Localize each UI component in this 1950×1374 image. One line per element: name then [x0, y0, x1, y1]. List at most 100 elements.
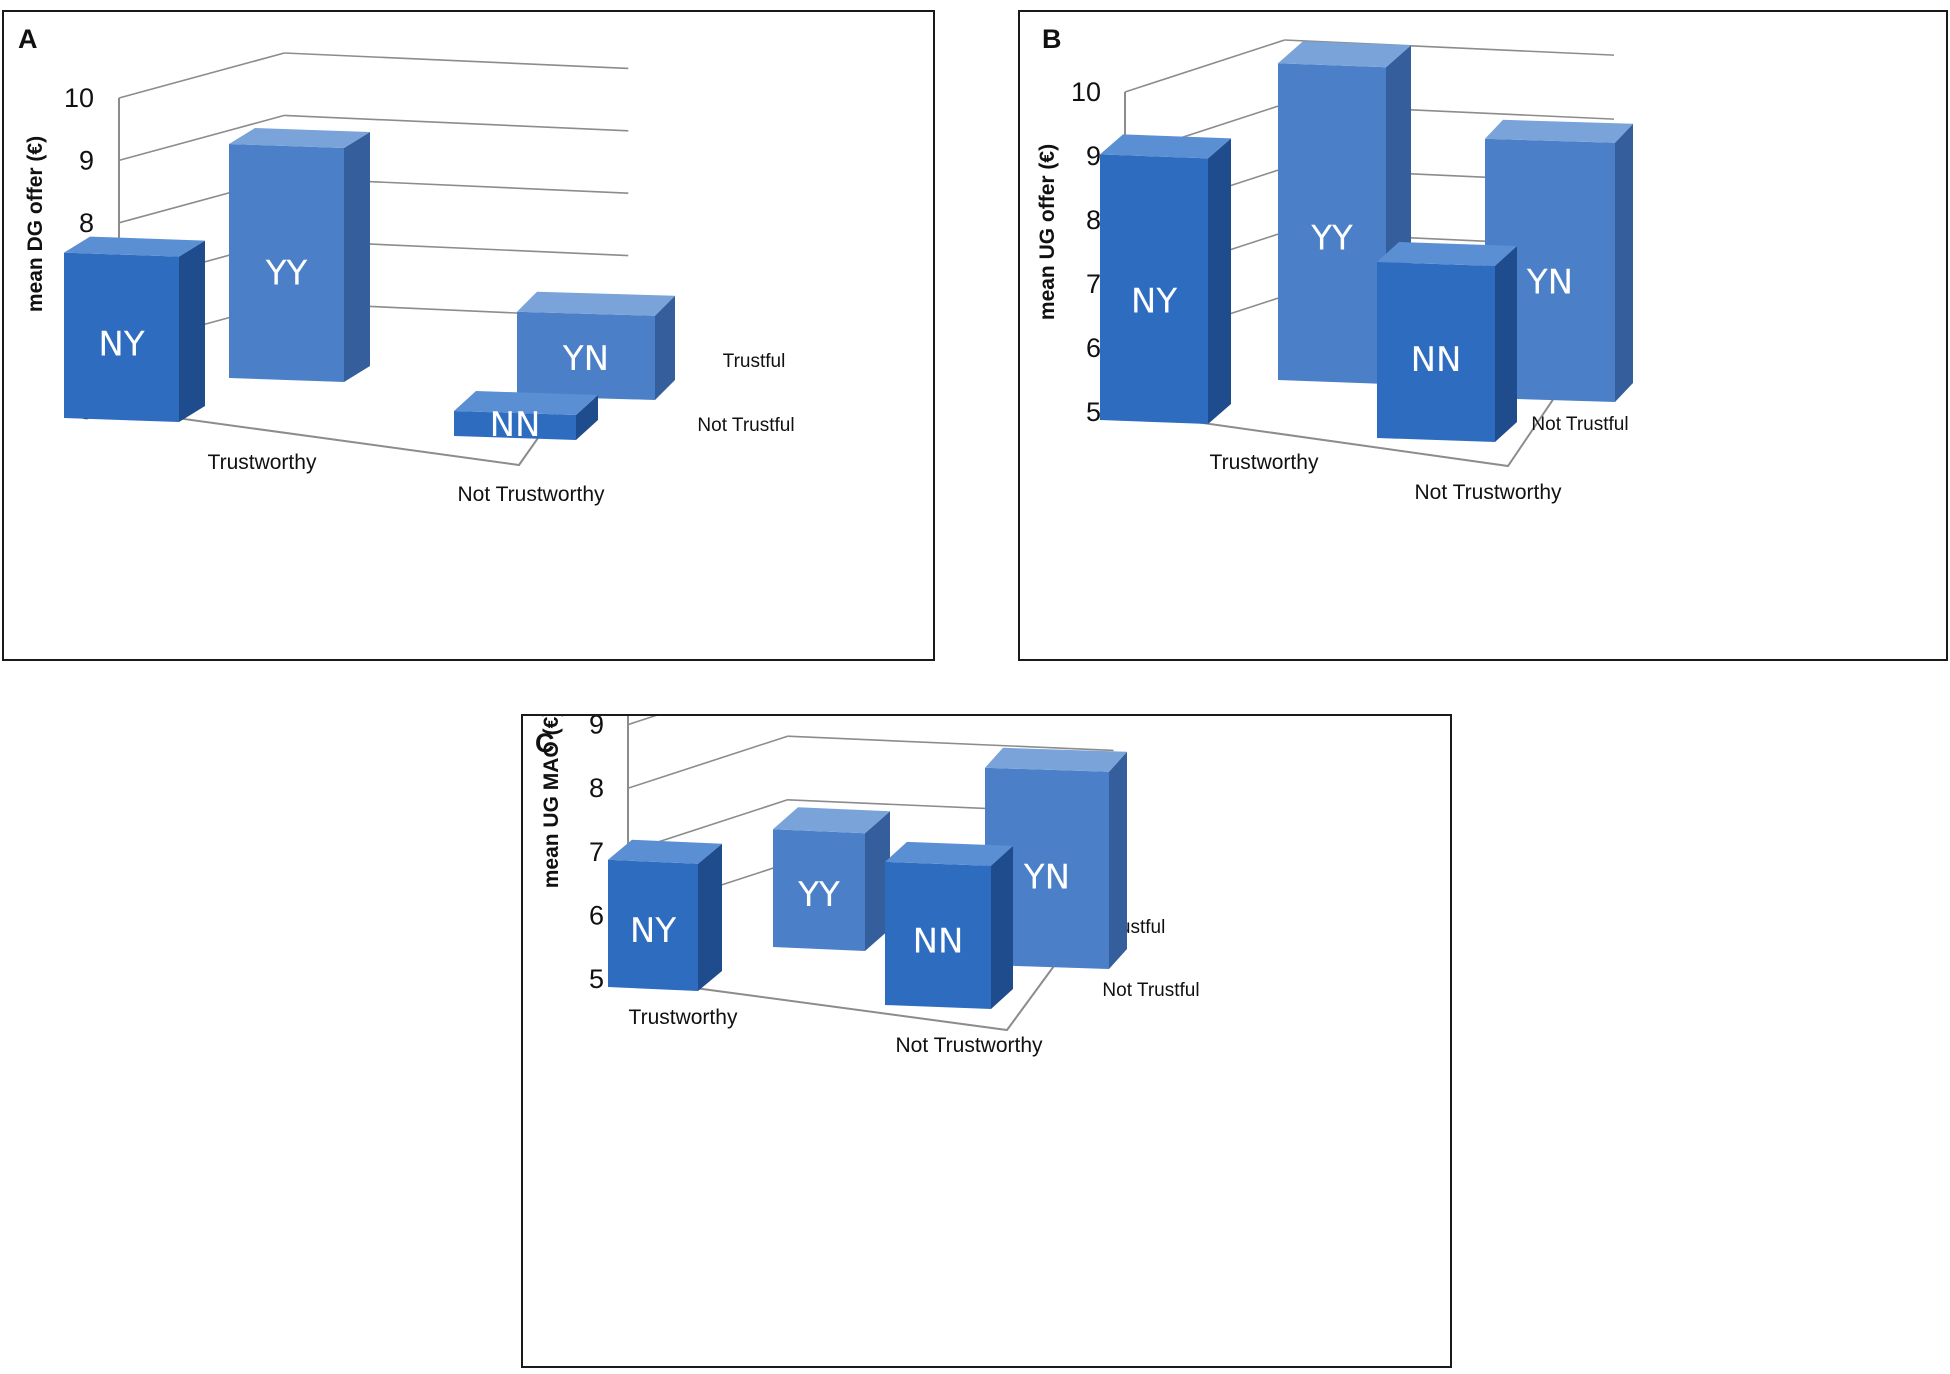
panel-letter: B — [1042, 24, 1062, 54]
category-label: Trustworthy — [629, 1006, 738, 1029]
bar-front-face — [64, 252, 179, 422]
bar-label: NY — [98, 325, 144, 365]
y-axis-label: mean DG offer (€) — [24, 136, 47, 312]
bar-label: NN — [1411, 340, 1462, 380]
bar-yy: YY — [773, 807, 890, 951]
gridline-back — [787, 735, 1114, 752]
depth-label: Not Trustful — [1531, 414, 1628, 435]
bar-yy: YY — [229, 128, 370, 382]
depth-label: Not Trustful — [1102, 980, 1199, 1001]
bar-front-face — [985, 767, 1109, 969]
bar-label: NN — [490, 405, 541, 445]
bar-front-face — [608, 859, 698, 991]
y-tick-label: 10 — [1071, 77, 1101, 107]
y-tick-label: 7 — [589, 837, 604, 867]
y-tick-label: 5 — [589, 964, 604, 994]
gridline-back — [284, 52, 629, 70]
panel-letter: A — [18, 24, 38, 54]
bar-front-face — [773, 829, 865, 951]
bar-nn: NN — [885, 841, 1013, 1009]
category-label: Trustworthy — [1210, 451, 1319, 474]
gridline-left — [118, 114, 285, 162]
bar-top-face — [885, 841, 1013, 866]
bar-side-face — [991, 845, 1013, 1009]
bar-ny: NY — [1100, 134, 1231, 424]
bar-side-face — [1109, 751, 1127, 969]
depth-label: Trustful — [723, 351, 786, 372]
bar-yn: YN — [1485, 119, 1633, 403]
y-tick-label: 5 — [1086, 397, 1101, 427]
y-tick-label: 6 — [1086, 333, 1101, 363]
panel-letter: C — [535, 728, 555, 758]
bar-top-face — [608, 839, 722, 864]
bar-top-face — [773, 807, 890, 834]
bar-top-face — [229, 128, 370, 148]
bar-label: YY — [1310, 218, 1353, 258]
bar-front-face — [1377, 262, 1495, 442]
chart-a-svg: A5678910mean DG offer (€)TrustworthyNot … — [18, 24, 795, 506]
y-tick-label: 10 — [64, 83, 94, 113]
y-tick-label: 9 — [589, 716, 604, 740]
bar-label: NY — [1131, 281, 1177, 321]
bar-nn: NN — [1377, 242, 1517, 442]
chart-b-svg: B 5 6 7 8 9 10 mean UG offer (€) Trustworthy Not … — [1036, 24, 1633, 504]
bar-top-face — [517, 291, 675, 316]
y-tick-label: 7 — [1086, 269, 1101, 299]
bar-side-face — [1208, 138, 1231, 424]
bar-ny: NY — [64, 236, 205, 422]
bar-front-face — [517, 311, 655, 400]
bar-front-face — [454, 411, 576, 440]
y-tick-label: 9 — [79, 145, 94, 175]
bar-top-face — [985, 747, 1127, 772]
bar-ny: NY — [608, 839, 722, 991]
category-label: Not Trustworthy — [895, 1034, 1043, 1057]
y-tick-label: 8 — [1086, 205, 1101, 235]
gridline-left — [627, 716, 657, 726]
bar-front-face — [885, 861, 991, 1009]
bar-front-face — [1278, 63, 1386, 384]
category-label: Not Trustworthy — [1414, 481, 1562, 504]
bar-side-face — [698, 843, 722, 991]
chart-panel-b: B 5 6 7 8 9 10 mean UG offer (€) Trustworthy Not … — [1018, 10, 1948, 661]
bar-yy: YY — [1278, 41, 1411, 384]
bar-side-face — [179, 240, 205, 422]
bar-label: NN — [913, 922, 964, 962]
category-label: Trustworthy — [208, 451, 317, 474]
bar-label: YY — [797, 875, 840, 915]
bar-label: NY — [630, 911, 676, 951]
bar-label: YN — [1526, 262, 1573, 302]
gridline-left — [1124, 39, 1285, 93]
y-tick-label: 6 — [589, 900, 604, 930]
bar-label: YY — [265, 254, 308, 294]
chart-panel-a: A5678910mean DG offer (€)TrustworthyNot … — [2, 10, 935, 661]
bar-front-face — [229, 144, 344, 382]
bar-label: YN — [1023, 857, 1070, 897]
gridline-left — [627, 735, 788, 789]
bar-top-face — [454, 391, 598, 415]
bar-top-face — [64, 236, 205, 257]
category-label: Not Trustworthy — [457, 483, 605, 506]
bar-yn: YN — [517, 291, 675, 400]
gridline-left — [118, 52, 285, 99]
bar-front-face — [1100, 154, 1208, 424]
bar-front-face — [1485, 138, 1615, 403]
bar-top-face — [1278, 41, 1411, 68]
y-tick-label: 8 — [589, 773, 604, 803]
bar-yn: YN — [985, 747, 1127, 969]
bar-top-face — [1377, 242, 1517, 266]
y-axis-label: mean UG offer (€) — [1036, 144, 1059, 320]
bar-side-face — [865, 811, 890, 951]
depth-label: Not Trustful — [697, 415, 794, 436]
gridline-back — [1284, 39, 1615, 56]
y-axis-label: mean UG MAO (€) — [540, 716, 563, 888]
bar-label: YN — [562, 339, 609, 379]
bar-side-face — [344, 132, 370, 382]
y-tick-label: 8 — [79, 208, 94, 238]
gridline-back — [284, 114, 629, 132]
bar-side-face — [655, 295, 675, 400]
y-tick-label: 9 — [1086, 141, 1101, 171]
bar-top-face — [1100, 134, 1231, 159]
bar-side-face — [1615, 123, 1633, 403]
